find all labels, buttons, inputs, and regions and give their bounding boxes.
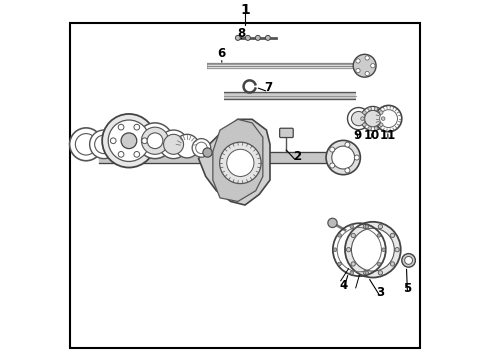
Polygon shape bbox=[213, 119, 263, 202]
Circle shape bbox=[363, 271, 368, 275]
Circle shape bbox=[353, 54, 376, 77]
Circle shape bbox=[175, 134, 199, 158]
Circle shape bbox=[330, 147, 335, 152]
Circle shape bbox=[134, 152, 140, 157]
Circle shape bbox=[227, 149, 254, 176]
Circle shape bbox=[371, 64, 375, 68]
Circle shape bbox=[395, 248, 399, 252]
Circle shape bbox=[110, 138, 116, 144]
Circle shape bbox=[235, 35, 241, 40]
Text: 6: 6 bbox=[218, 47, 226, 60]
FancyBboxPatch shape bbox=[70, 23, 420, 348]
Circle shape bbox=[351, 262, 355, 266]
Circle shape bbox=[196, 142, 207, 154]
Text: 11: 11 bbox=[380, 129, 396, 142]
Circle shape bbox=[70, 128, 102, 161]
Circle shape bbox=[338, 234, 342, 237]
Circle shape bbox=[142, 127, 169, 154]
Text: 8: 8 bbox=[237, 27, 245, 40]
Circle shape bbox=[380, 110, 397, 127]
Circle shape bbox=[375, 105, 402, 132]
Circle shape bbox=[365, 225, 368, 228]
Circle shape bbox=[333, 248, 337, 252]
Circle shape bbox=[351, 228, 394, 271]
Text: 4: 4 bbox=[339, 279, 347, 292]
FancyBboxPatch shape bbox=[280, 128, 293, 138]
Circle shape bbox=[147, 133, 163, 149]
Circle shape bbox=[75, 134, 97, 155]
Circle shape bbox=[118, 152, 124, 157]
Circle shape bbox=[102, 114, 156, 167]
Circle shape bbox=[368, 127, 371, 130]
Circle shape bbox=[405, 256, 413, 264]
Circle shape bbox=[363, 123, 366, 126]
Circle shape bbox=[378, 271, 383, 275]
Circle shape bbox=[351, 112, 366, 126]
Circle shape bbox=[365, 111, 381, 127]
Circle shape bbox=[345, 222, 401, 278]
Text: 7: 7 bbox=[264, 81, 272, 94]
Text: 3: 3 bbox=[377, 286, 385, 299]
Circle shape bbox=[142, 138, 147, 144]
Circle shape bbox=[363, 111, 366, 114]
Circle shape bbox=[361, 117, 364, 120]
Circle shape bbox=[365, 56, 369, 60]
Circle shape bbox=[345, 142, 350, 147]
Circle shape bbox=[377, 234, 381, 237]
Text: 5: 5 bbox=[403, 283, 412, 296]
Circle shape bbox=[203, 148, 212, 157]
Circle shape bbox=[391, 233, 394, 238]
Circle shape bbox=[108, 120, 149, 162]
Circle shape bbox=[379, 123, 383, 126]
Circle shape bbox=[90, 130, 118, 159]
Circle shape bbox=[338, 262, 342, 266]
Circle shape bbox=[350, 271, 354, 275]
Circle shape bbox=[159, 130, 188, 159]
Circle shape bbox=[361, 107, 385, 131]
Circle shape bbox=[378, 224, 383, 229]
Circle shape bbox=[379, 111, 383, 114]
Circle shape bbox=[164, 134, 184, 154]
Circle shape bbox=[326, 140, 360, 175]
Circle shape bbox=[121, 133, 137, 149]
Circle shape bbox=[356, 59, 360, 63]
Circle shape bbox=[346, 248, 351, 252]
Circle shape bbox=[220, 142, 261, 184]
Circle shape bbox=[118, 124, 124, 130]
Circle shape bbox=[356, 68, 360, 73]
Circle shape bbox=[134, 124, 140, 130]
Circle shape bbox=[266, 35, 270, 40]
Text: 2: 2 bbox=[293, 150, 301, 163]
Circle shape bbox=[363, 224, 368, 229]
Circle shape bbox=[345, 168, 350, 173]
Circle shape bbox=[137, 123, 173, 159]
Circle shape bbox=[374, 107, 378, 111]
Circle shape bbox=[368, 107, 371, 111]
Circle shape bbox=[332, 146, 355, 169]
Text: 1: 1 bbox=[240, 3, 250, 17]
Circle shape bbox=[95, 135, 113, 154]
Polygon shape bbox=[198, 119, 270, 205]
Circle shape bbox=[365, 271, 368, 275]
Circle shape bbox=[365, 71, 369, 76]
Circle shape bbox=[374, 127, 378, 130]
Circle shape bbox=[391, 262, 394, 266]
Circle shape bbox=[377, 262, 381, 266]
Circle shape bbox=[350, 225, 354, 228]
Text: 10: 10 bbox=[364, 129, 380, 142]
Circle shape bbox=[382, 248, 385, 252]
Circle shape bbox=[354, 155, 359, 160]
Circle shape bbox=[330, 163, 335, 168]
Circle shape bbox=[381, 117, 385, 120]
Circle shape bbox=[351, 233, 355, 238]
Circle shape bbox=[245, 35, 250, 40]
Circle shape bbox=[192, 139, 211, 157]
Text: 9: 9 bbox=[353, 129, 362, 142]
Circle shape bbox=[347, 108, 369, 130]
Circle shape bbox=[255, 35, 260, 40]
Circle shape bbox=[328, 218, 337, 228]
Circle shape bbox=[402, 253, 416, 267]
